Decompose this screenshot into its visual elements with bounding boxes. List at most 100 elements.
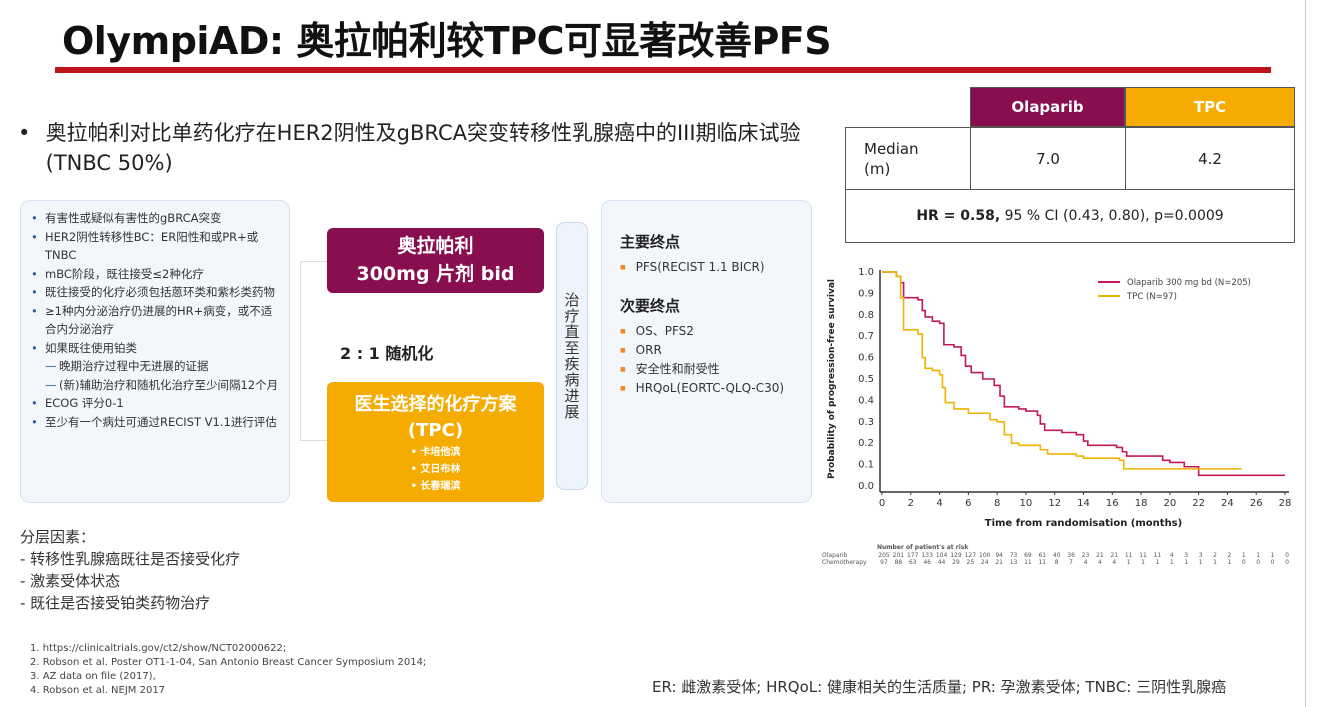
risk-value: 1 — [1155, 559, 1160, 566]
risk-value: 23 — [1081, 552, 1090, 559]
randomization-ratio: 2 : 1 随机化 — [340, 344, 434, 363]
median-olaparib: 7.0 — [970, 127, 1126, 190]
header-tpc: TPC — [1125, 87, 1295, 127]
eligibility-item: • 如果既往使用铂类 — [31, 339, 281, 358]
risk-value: 0 — [1256, 559, 1261, 566]
risk-value: 129 — [950, 552, 962, 559]
median-pfs-table: Olaparib TPC Median (m) 7.0 4.2 HR = 0.5… — [845, 87, 1295, 243]
risk-value: 104 — [935, 552, 948, 559]
secondary-endpoint: OS、PFS2 — [620, 322, 811, 341]
secondary-endpoint-title: 次要终点 — [620, 297, 681, 315]
risk-value: 1 — [1198, 559, 1203, 566]
reference-item: 4. Robson et al. NEJM 2017 — [30, 685, 166, 696]
abbreviations: ER: 雌激素受体; HRQoL: 健康相关的生活质量; PR: 孕激素受体; … — [652, 678, 1227, 696]
risk-value: 11 — [1038, 559, 1047, 566]
x-tick-label: 24 — [1221, 498, 1234, 509]
risk-value: 133 — [921, 552, 933, 559]
median-tpc: 4.2 — [1125, 127, 1295, 190]
secondary-endpoint: 安全性和耐受性 — [620, 360, 811, 379]
hr-value: HR = 0.58, — [916, 208, 1001, 224]
arm-b-name: 医生选择的化疗方案 — [354, 394, 517, 415]
risk-value: 177 — [907, 552, 919, 559]
risk-value: 100 — [979, 552, 991, 559]
y-tick-label: 0.1 — [858, 460, 874, 471]
bullet-icon: • — [31, 303, 38, 318]
risk-value: 205 — [878, 552, 890, 559]
y-tick-label: 0.9 — [858, 288, 874, 299]
tpc-drug: • 长春瑞滨 — [410, 481, 461, 492]
risk-value: 97 — [880, 559, 888, 566]
risk-row-label: Chemotherapy — [822, 559, 867, 566]
stratification-item: - 激素受体状态 — [20, 572, 121, 590]
risk-value: 73 — [1009, 552, 1018, 559]
risk-value: 13 — [1009, 559, 1018, 566]
risk-value: 11 — [1124, 552, 1133, 559]
risk-value: 11 — [1139, 552, 1147, 559]
x-axis-label: Time from randomisation (months) — [985, 518, 1182, 529]
risk-value: 1 — [1241, 552, 1246, 559]
x-tick-label: 18 — [1135, 498, 1148, 509]
x-tick-label: 6 — [965, 498, 971, 509]
bullet-icon: • — [31, 340, 38, 355]
eligibility-text: 既往接受的化疗必须包括蒽环类和紫杉类药物 — [45, 285, 275, 299]
risk-value: 4 — [1097, 559, 1102, 566]
bullet-icon: • — [31, 396, 38, 410]
bullet-icon: • — [18, 121, 31, 145]
eligibility-text: ECOG 评分0-1 — [45, 396, 124, 410]
slide-edge — [1305, 0, 1306, 707]
eligibility-text: 有害性或疑似有害性的gBRCA突变 — [45, 211, 222, 225]
tpc-arm: 医生选择的化疗方案 (TPC) • 卡培他滨 • 艾日布林 • 长春瑞滨 — [327, 382, 544, 502]
series-line-olaparib — [882, 271, 1285, 477]
y-tick-label: 1.0 — [858, 267, 874, 278]
risk-value: 0 — [1285, 552, 1289, 559]
risk-value: 46 — [923, 559, 931, 566]
x-tick-label: 22 — [1192, 498, 1205, 509]
title-rule — [55, 67, 1271, 73]
stratification-item: - 转移性乳腺癌既往是否接受化疗 — [20, 550, 241, 568]
risk-value: 201 — [892, 552, 905, 559]
risk-value: 24 — [980, 559, 989, 566]
stratification-item: - 既往是否接受铂类药物治疗 — [20, 594, 211, 612]
risk-value: 4 — [1112, 559, 1117, 566]
tpc-drug: • 卡培他滨 — [410, 447, 461, 458]
x-tick-label: 14 — [1077, 498, 1090, 509]
bullet-icon: • — [31, 211, 38, 225]
x-tick-label: 0 — [879, 498, 885, 509]
primary-endpoint: PFS(RECIST 1.1 BICR) — [620, 258, 811, 277]
median-label: Median (m) — [864, 139, 919, 178]
risk-value: 4 — [1083, 559, 1088, 566]
risk-value: 4 — [1169, 552, 1174, 559]
eligibility-item: • 既往接受的化疗必须包括蒽环类和紫杉类药物 — [31, 283, 281, 302]
risk-value: 7 — [1069, 559, 1073, 566]
y-tick-label: 0.3 — [858, 417, 874, 428]
stratification: 分层因素： - 转移性乳腺癌既往是否接受化疗 - 激素受体状态 - 既往是否接受铂类药… — [20, 526, 240, 614]
y-tick-label: 0.5 — [858, 374, 874, 385]
eligibility-item: — 晚期治疗过程中无进展的证据 — [31, 357, 281, 376]
secondary-endpoint: ORR — [620, 341, 811, 360]
risk-value: 2 — [1213, 552, 1217, 559]
intro-bullet: • 奥拉帕利对比单药化疗在HER2阴性及gBRCA突变转移性乳腺癌中的III期临床… — [18, 118, 808, 178]
risk-value: 40 — [1052, 552, 1061, 559]
risk-value: 3 — [1184, 552, 1189, 559]
risk-value: 1 — [1126, 559, 1131, 566]
risk-value: 127 — [964, 552, 977, 559]
eligibility-item: • ≥1种内分泌治疗仍进展的HR+病变，或不适合内分泌治疗 — [31, 302, 281, 339]
risk-value: 1 — [1184, 559, 1189, 566]
arm-b-abbrev: (TPC) — [407, 420, 464, 441]
eligibility-box: • 有害性或疑似有害性的gBRCA突变 • HER2阴性转移性BC：ER阳性和或PR+… — [20, 200, 290, 503]
dash-icon: — — [45, 377, 57, 392]
risk-value: 0 — [1241, 559, 1246, 566]
x-tick-label: 16 — [1106, 498, 1119, 509]
slide-title: OlympiAD: 奥拉帕利较TPC可显著改善PFS — [62, 19, 832, 63]
risk-value: 69 — [1024, 552, 1032, 559]
eligibility-item: • 有害性或疑似有害性的gBRCA突变 — [31, 209, 281, 228]
eligibility-text: HER2阴性转移性BC：ER阳性和或PR+或TNBC — [45, 229, 259, 263]
x-tick-label: 10 — [1020, 498, 1033, 509]
series-line-tpc — [882, 271, 1242, 470]
arm-a-name: 奥拉帕利 — [397, 235, 474, 257]
x-tick-label: 28 — [1279, 498, 1292, 509]
risk-value: 2 — [1227, 552, 1232, 559]
risk-value: 1 — [1141, 559, 1145, 566]
eligibility-item: — (新)辅助治疗和随机化治疗至少间隔12个月 — [31, 376, 281, 395]
arm-a-dose: 300mg 片剂 bid — [356, 263, 515, 285]
